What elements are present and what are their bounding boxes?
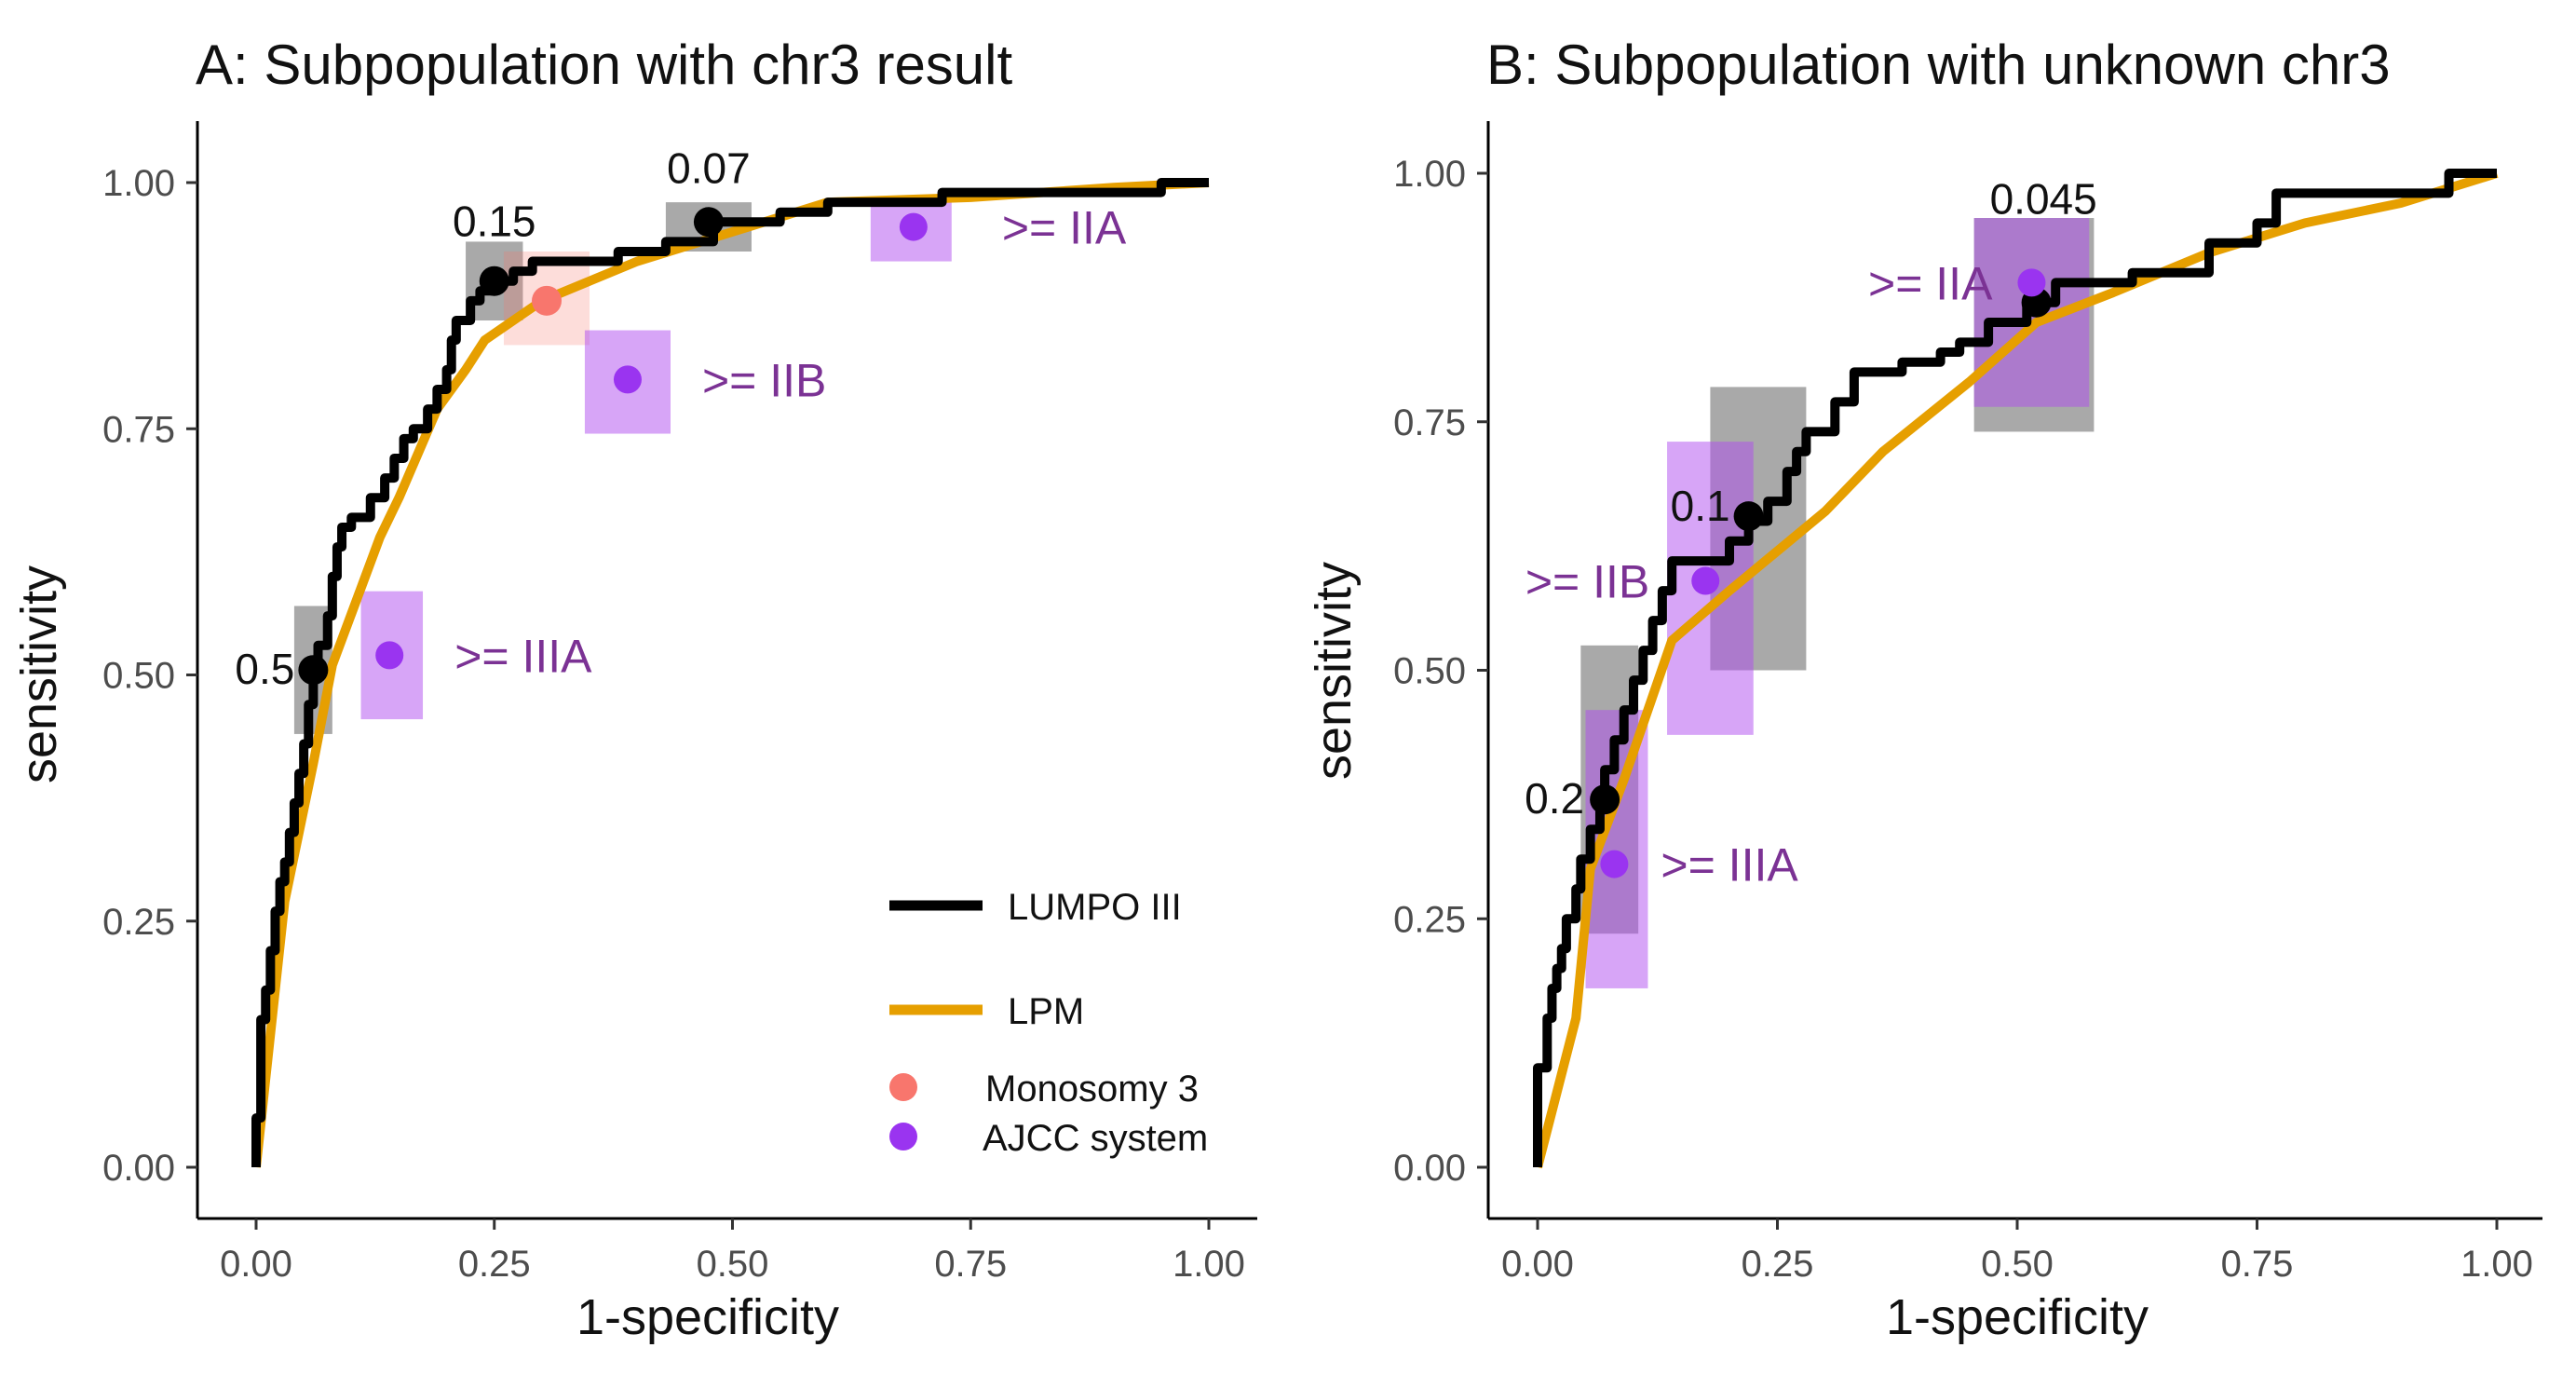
threshold-point bbox=[1590, 784, 1620, 815]
threshold-label: 0.1 bbox=[1671, 482, 1730, 530]
ajcc-stage-label: >= IIIA bbox=[454, 630, 592, 682]
x-tick-label: 0.25 bbox=[458, 1244, 531, 1285]
y-axis-title: sensitivity bbox=[11, 565, 67, 783]
threshold-label: 0.07 bbox=[667, 143, 751, 192]
y-tick-label: 0.50 bbox=[102, 656, 175, 697]
threshold-point bbox=[1733, 501, 1764, 532]
lumpo-iii-curve bbox=[251, 178, 1209, 1167]
ajcc-point bbox=[613, 365, 642, 394]
ajcc-point bbox=[375, 641, 404, 670]
threshold-point bbox=[479, 265, 509, 296]
ajcc-stage-label: >= IIIA bbox=[1661, 839, 1798, 892]
y-tick-label: 0.75 bbox=[102, 409, 175, 450]
legend-monosomy-label: Monosomy 3 bbox=[985, 1069, 1199, 1110]
panel-a-title: A: Subpopulation with chr3 result bbox=[196, 34, 1013, 96]
threshold-point bbox=[693, 207, 724, 238]
ajcc-stage-label: >= IIB bbox=[1525, 555, 1649, 607]
legend-ajcc-label: AJCC system bbox=[983, 1118, 1208, 1159]
ajcc-point bbox=[899, 212, 928, 241]
threshold-point bbox=[298, 655, 329, 686]
threshold-label: 0.2 bbox=[1525, 774, 1584, 823]
ajcc-stage-label: >= IIB bbox=[702, 354, 826, 406]
ajcc-stage-label: >= IIA bbox=[1002, 202, 1127, 254]
monosomy3-point bbox=[532, 285, 563, 316]
lpm-curve bbox=[1533, 169, 2499, 1169]
panel-a: A: Subpopulation with chr3 result 0.00 0.… bbox=[11, 34, 1257, 1345]
panel-b-title: B: Subpopulation with unknown chr3 bbox=[1486, 34, 2391, 96]
x-tick-label: 0.25 bbox=[1742, 1244, 1814, 1285]
legend-lumpo-label: LUMPO III bbox=[1008, 887, 1182, 928]
x-axis-title: 1-specificity bbox=[576, 1289, 839, 1345]
x-tick-label: 0.00 bbox=[220, 1244, 292, 1285]
threshold-label: 0.15 bbox=[453, 197, 536, 246]
legend-lpm-label: LPM bbox=[1008, 991, 1084, 1032]
panel-b: B: Subpopulation with unknown chr3 0.00 0… bbox=[1306, 34, 2542, 1345]
x-axis-title: 1-specificity bbox=[1886, 1289, 2149, 1345]
legend-monosomy-dot bbox=[889, 1073, 917, 1101]
ajcc-point bbox=[1691, 566, 1720, 595]
threshold-label: 0.045 bbox=[1990, 175, 2097, 224]
x-tick-label: 0.75 bbox=[934, 1244, 1007, 1285]
y-tick-label: 0.50 bbox=[1393, 651, 1466, 692]
y-tick-label: 0.25 bbox=[102, 902, 175, 943]
legend-ajcc-dot bbox=[889, 1123, 917, 1150]
y-tick-label: 1.00 bbox=[102, 163, 175, 204]
x-tick-label: 0.00 bbox=[1501, 1244, 1574, 1285]
x-tick-label: 0.50 bbox=[697, 1244, 769, 1285]
y-axis-title: sensitivity bbox=[1306, 562, 1362, 780]
threshold-label: 0.5 bbox=[235, 645, 294, 693]
y-tick-label: 0.00 bbox=[102, 1148, 175, 1189]
y-tick-label: 0.00 bbox=[1393, 1148, 1466, 1189]
y-tick-label: 0.75 bbox=[1393, 402, 1466, 443]
x-tick-label: 1.00 bbox=[2461, 1244, 2533, 1285]
y-tick-label: 0.25 bbox=[1393, 899, 1466, 940]
y-tick-label: 1.00 bbox=[1393, 154, 1466, 195]
ajcc-point bbox=[2017, 268, 2046, 297]
legend: LUMPO III LPM Monosomy 3 AJCC system bbox=[889, 887, 1208, 1159]
x-tick-label: 1.00 bbox=[1173, 1244, 1245, 1285]
ajcc-point bbox=[1600, 850, 1629, 878]
ajcc-stage-label: >= IIA bbox=[1868, 257, 1993, 309]
x-tick-label: 0.75 bbox=[2221, 1244, 2294, 1285]
x-tick-label: 0.50 bbox=[1981, 1244, 2054, 1285]
